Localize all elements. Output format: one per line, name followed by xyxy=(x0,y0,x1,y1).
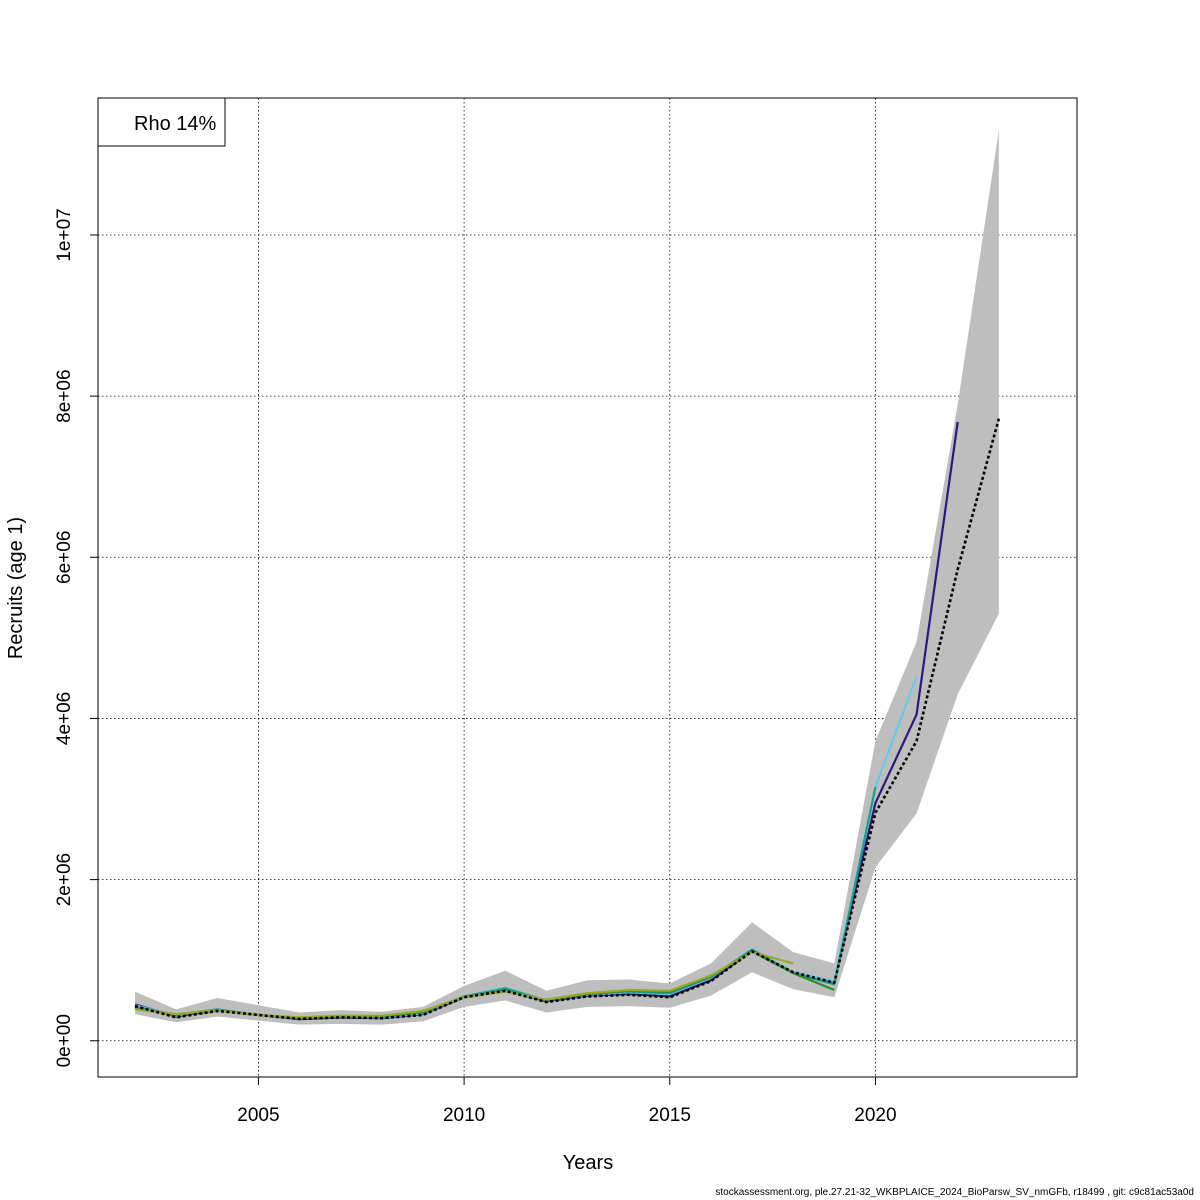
x-tick-label: 2010 xyxy=(443,1105,485,1126)
footer-credit: stockassessment.org, ple.27.21-32_WKBPLA… xyxy=(715,1187,1194,1198)
y-tick-label: 4e+06 xyxy=(54,692,75,745)
y-axis-title: Recruits (age 1) xyxy=(5,517,27,659)
y-tick-label: 6e+06 xyxy=(54,531,75,584)
x-tick-label: 2015 xyxy=(649,1105,691,1126)
x-tick-label: 2020 xyxy=(854,1105,896,1126)
grid-lines xyxy=(98,98,1077,1077)
y-axis: 0e+00 2e+06 4e+06 6e+06 8e+06 1e+07 xyxy=(54,208,98,1067)
y-tick-label: 2e+06 xyxy=(54,853,75,906)
y-tick-label: 0e+00 xyxy=(54,1014,75,1067)
series-line-main xyxy=(134,418,1001,1021)
confidence-band xyxy=(135,130,999,1025)
legend: Rho 14% xyxy=(97,97,226,147)
legend-box xyxy=(97,97,226,147)
x-axis-title: Years xyxy=(563,1152,613,1174)
y-tick-label: 1e+07 xyxy=(54,208,75,261)
plot-frame xyxy=(97,97,1078,1078)
legend-label: Rho 14% xyxy=(134,113,216,135)
x-axis: 2005 2010 2015 2020 xyxy=(237,1077,897,1126)
series-lines xyxy=(134,418,1001,1021)
confidence-band-area xyxy=(135,130,999,1025)
y-tick-label: 8e+06 xyxy=(54,369,75,422)
x-tick-label: 2005 xyxy=(237,1105,279,1126)
